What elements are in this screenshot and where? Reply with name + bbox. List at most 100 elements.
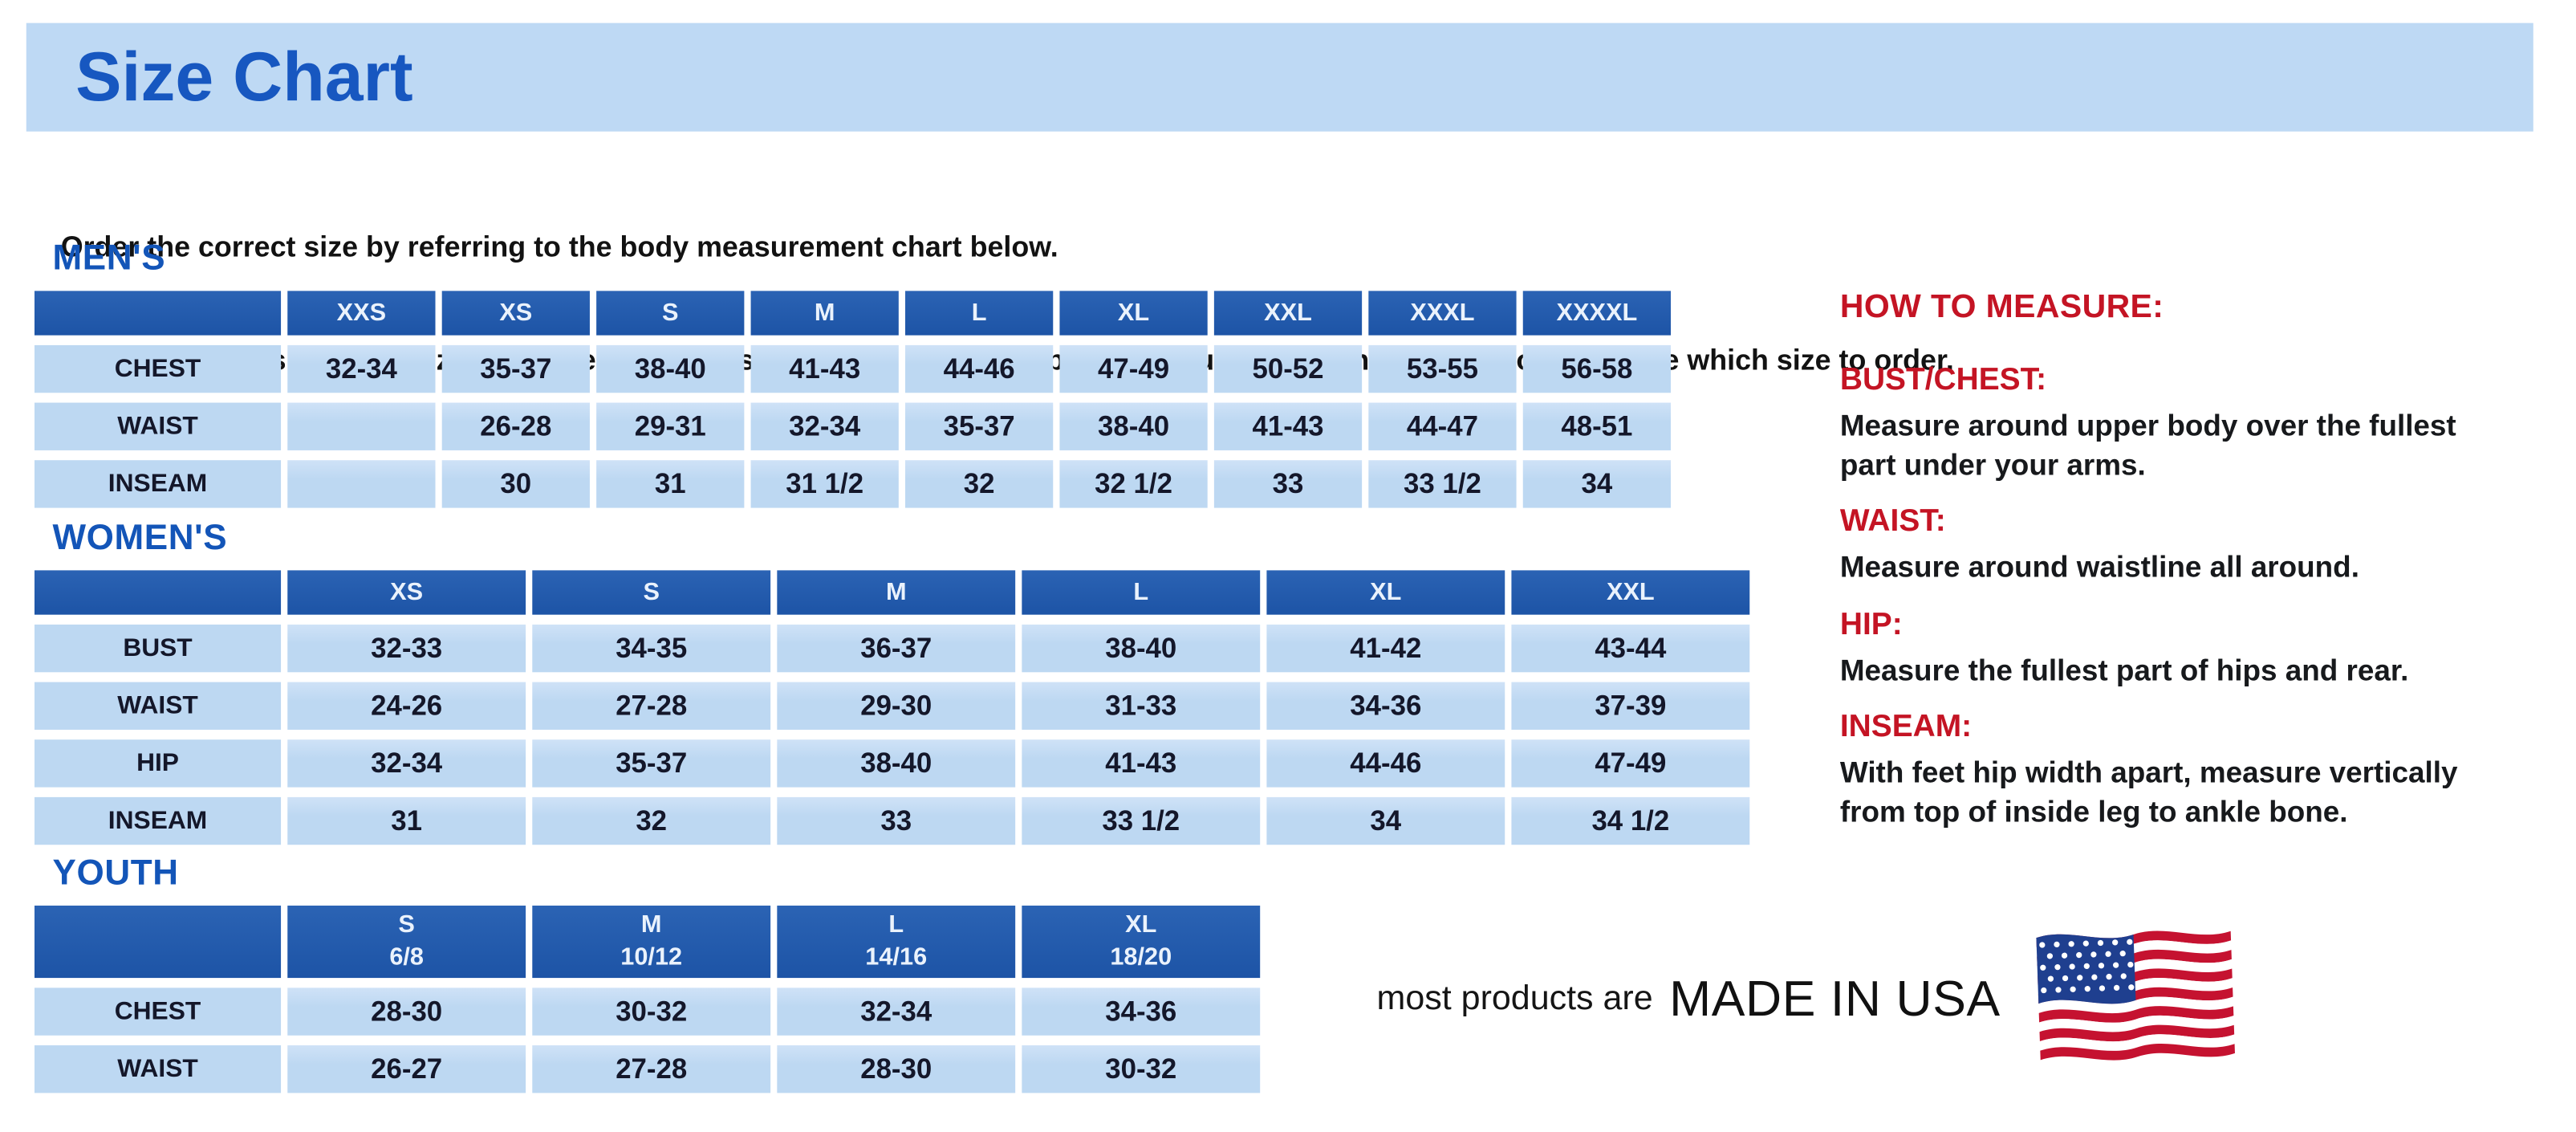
measurement-cell: 32 bbox=[905, 460, 1054, 508]
measurement-cell: 38-40 bbox=[1059, 402, 1208, 450]
measurement-cell: 24-26 bbox=[287, 682, 526, 730]
measurement-cell: 34 1/2 bbox=[1511, 796, 1750, 845]
measurement-cell: 41-43 bbox=[1213, 402, 1363, 450]
how-to-measure-title: HOW TO MEASURE: bbox=[1839, 289, 2164, 326]
measurement-cell: 33 bbox=[777, 796, 1016, 845]
row-label-cell: INSEAM bbox=[34, 796, 282, 845]
measurement-cell: 32 1/2 bbox=[1059, 460, 1208, 508]
size-column-header: XXL bbox=[1511, 570, 1750, 615]
measurement-cell bbox=[287, 402, 436, 450]
measurement-cell: 31-33 bbox=[1022, 682, 1261, 730]
measurement-cell: 30 bbox=[441, 460, 590, 508]
measurement-cell: 44-46 bbox=[905, 344, 1054, 393]
measure-item-waist: WAIST: Measure around waistline all arou… bbox=[1840, 504, 2504, 587]
measure-item-text: With feet hip width apart, measure verti… bbox=[1839, 755, 2458, 828]
mens-heading: MEN'S bbox=[52, 238, 166, 278]
measurement-cell: 38-40 bbox=[777, 739, 1016, 788]
measurement-cell: 34 bbox=[1522, 460, 1672, 508]
measurement-cell: 32-34 bbox=[287, 344, 436, 393]
table-corner-cell bbox=[34, 906, 282, 979]
size-column-header: XL bbox=[1266, 570, 1505, 615]
measurement-cell: 47-49 bbox=[1059, 344, 1208, 393]
size-column-header: M bbox=[777, 570, 1016, 615]
measurement-cell: 41-43 bbox=[1022, 739, 1261, 788]
measure-item-label: WAIST: bbox=[1839, 504, 1946, 540]
size-column-header: M 10/12 bbox=[532, 906, 771, 979]
measurement-cell: 32-34 bbox=[287, 739, 526, 788]
size-column-header: XS bbox=[441, 291, 590, 336]
measurement-cell: 50-52 bbox=[1213, 344, 1363, 393]
row-label-cell: HIP bbox=[34, 739, 282, 788]
us-flag-icon bbox=[2035, 930, 2235, 1061]
measure-item-label: BUST/CHEST: bbox=[1839, 363, 2047, 398]
measurement-cell: 47-49 bbox=[1511, 739, 1750, 788]
measurement-cell: 48-51 bbox=[1522, 402, 1672, 450]
measurement-cell: 31 bbox=[596, 460, 745, 508]
measurement-cell: 30-32 bbox=[532, 987, 771, 1036]
measurement-cell: 41-43 bbox=[750, 344, 899, 393]
intro-line-1: Order the correct size by referring to t… bbox=[60, 230, 1058, 263]
measurement-cell: 28-30 bbox=[777, 1045, 1016, 1093]
measurement-cell: 35-37 bbox=[441, 344, 590, 393]
measure-item-text: Measure around waistline all around. bbox=[1839, 550, 2359, 584]
size-column-header: L bbox=[1022, 570, 1261, 615]
measurement-cell: 32 bbox=[532, 796, 771, 845]
measurement-cell: 35-37 bbox=[532, 739, 771, 788]
measure-item-text: Measure the fullest part of hips and rea… bbox=[1839, 653, 2409, 686]
womens-section: WOMEN'S XS S M L XL XXL BUST 32-33 34-35 36-37 38-… bbox=[34, 517, 1750, 845]
measurement-cell: 33 1/2 bbox=[1022, 796, 1261, 845]
size-column-header: XXXL bbox=[1368, 291, 1517, 336]
table-corner-cell bbox=[34, 291, 282, 336]
measure-item-inseam: INSEAM: With feet hip width apart, measu… bbox=[1840, 710, 2504, 831]
row-label-cell: BUST bbox=[34, 624, 282, 673]
measurement-cell: 33 bbox=[1213, 460, 1363, 508]
size-column-header: XXS bbox=[287, 291, 436, 336]
size-column-header: S bbox=[532, 570, 771, 615]
measurement-cell: 32-34 bbox=[777, 987, 1016, 1036]
measurement-cell: 31 bbox=[287, 796, 526, 845]
measurement-cell: 27-28 bbox=[532, 682, 771, 730]
measurement-cell: 33 1/2 bbox=[1368, 460, 1517, 508]
womens-size-table: XS S M L XL XXL BUST 32-33 34-35 36-37 38-40 41-42 4… bbox=[34, 570, 1750, 845]
womens-heading: WOMEN'S bbox=[52, 517, 228, 558]
table-corner-cell bbox=[34, 570, 282, 615]
measurement-cell: 53-55 bbox=[1368, 344, 1517, 393]
measurement-cell: 34-35 bbox=[532, 624, 771, 673]
size-column-header: XXL bbox=[1213, 291, 1363, 336]
made-in-usa-banner: most products are MADE IN USA bbox=[1377, 914, 2257, 1085]
measurement-cell: 28-30 bbox=[287, 987, 526, 1036]
measure-item-label: INSEAM: bbox=[1839, 710, 1973, 745]
row-label-cell: CHEST bbox=[34, 344, 282, 393]
row-label-cell: INSEAM bbox=[34, 460, 282, 508]
measurement-cell: 30-32 bbox=[1022, 1045, 1261, 1093]
size-column-header: M bbox=[750, 291, 899, 336]
size-column-header: S 6/8 bbox=[287, 906, 526, 979]
row-label-cell: WAIST bbox=[34, 1045, 282, 1093]
youth-heading: YOUTH bbox=[52, 853, 179, 893]
measurement-cell: 36-37 bbox=[777, 624, 1016, 673]
row-label-cell: CHEST bbox=[34, 987, 282, 1036]
measurement-cell: 56-58 bbox=[1522, 344, 1672, 393]
row-label-cell: WAIST bbox=[34, 402, 282, 450]
measurement-cell: 43-44 bbox=[1511, 624, 1750, 673]
mens-section: MEN'S XXS XS S M L XL XXL XXXL XXXXL CHEST 32-34 35… bbox=[34, 238, 1672, 508]
size-column-header: XL bbox=[1059, 291, 1208, 336]
size-column-header: XXXXL bbox=[1522, 291, 1672, 336]
measure-item-hip: HIP: Measure the fullest part of hips an… bbox=[1840, 607, 2504, 690]
measurement-cell: 34-36 bbox=[1022, 987, 1261, 1036]
made-in-usa-prefix: most products are bbox=[1376, 979, 1653, 1018]
measurement-cell bbox=[287, 460, 436, 508]
measurement-cell: 35-37 bbox=[905, 402, 1054, 450]
measurement-cell: 34 bbox=[1266, 796, 1505, 845]
measurement-cell: 31 1/2 bbox=[750, 460, 899, 508]
measurement-cell: 38-40 bbox=[596, 344, 745, 393]
measurement-cell: 26-27 bbox=[287, 1045, 526, 1093]
measurement-cell: 32-33 bbox=[287, 624, 526, 673]
youth-section: YOUTH S 6/8 M 10/12 L 14/16 XL 18/20 CHEST 28… bbox=[34, 853, 1261, 1093]
measurement-cell: 32-34 bbox=[750, 402, 899, 450]
page-title: Size Chart bbox=[75, 38, 413, 116]
measurement-cell: 41-42 bbox=[1266, 624, 1505, 673]
measurement-cell: 44-46 bbox=[1266, 739, 1505, 788]
size-column-header: XS bbox=[287, 570, 526, 615]
